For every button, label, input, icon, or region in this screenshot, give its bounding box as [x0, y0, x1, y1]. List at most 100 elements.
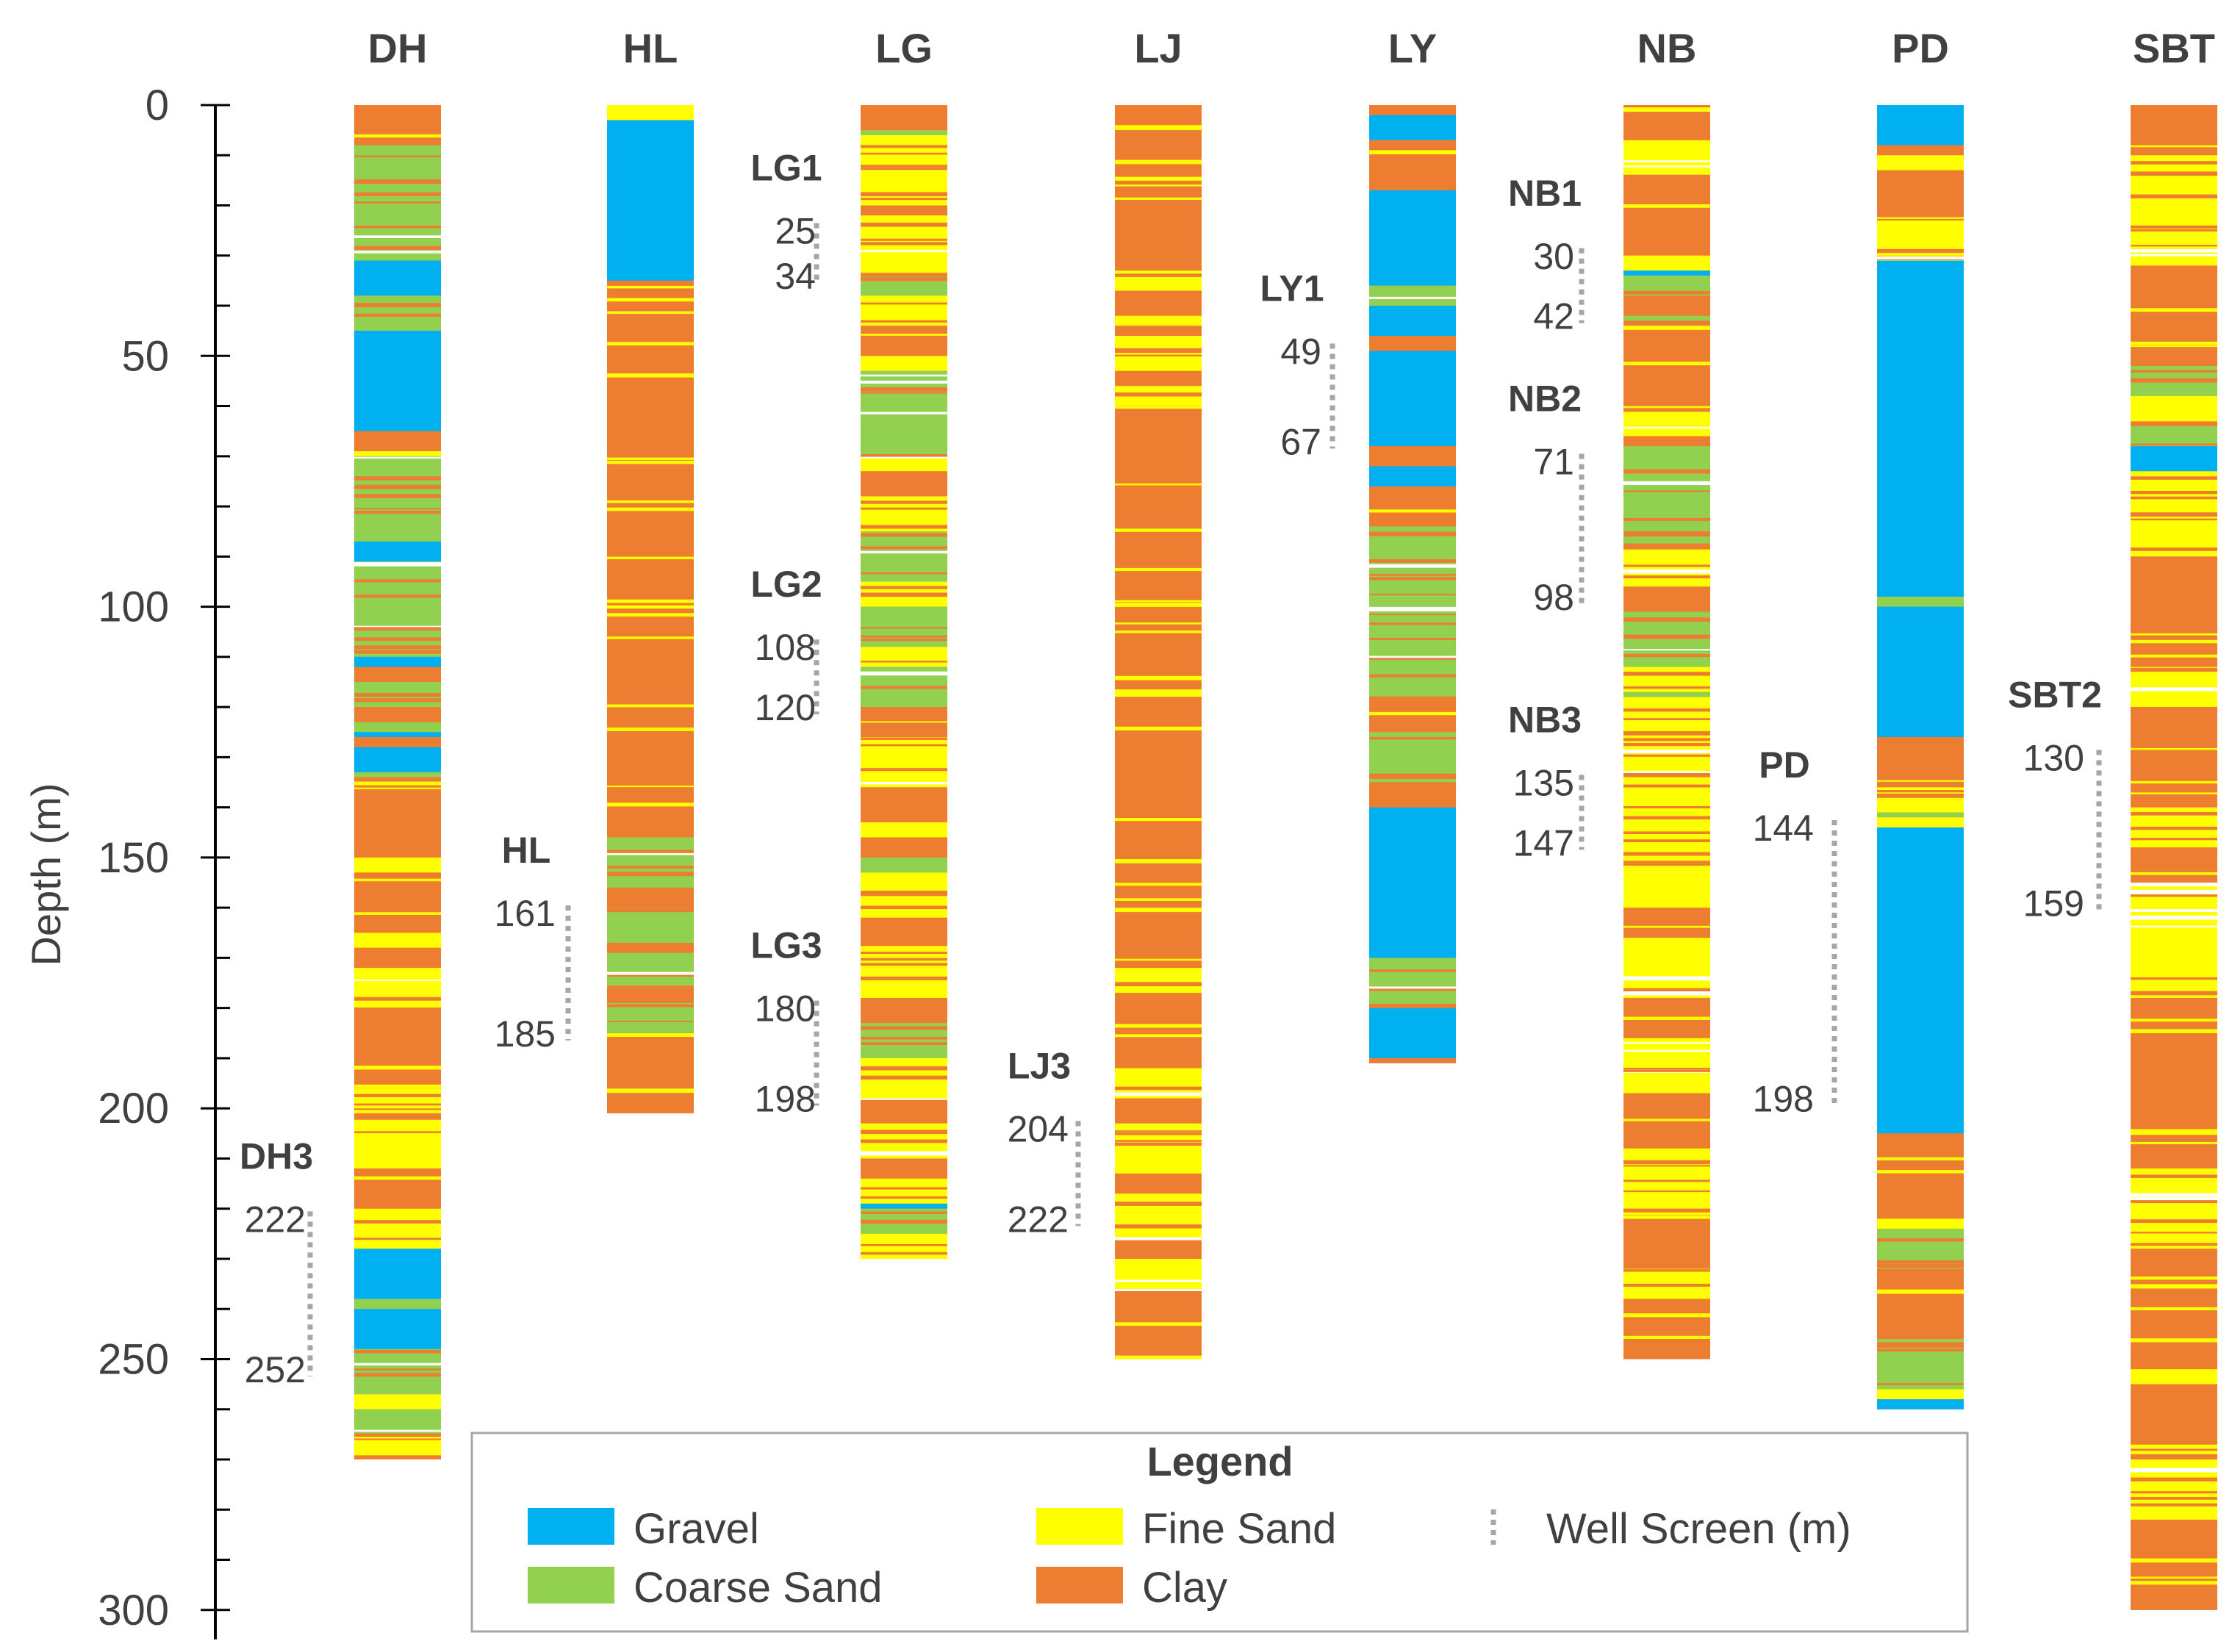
- layer-fine-sand: [1623, 255, 1710, 271]
- y-axis-label: Depth (m): [23, 783, 69, 966]
- interbed-stripe: [2131, 1141, 2217, 1145]
- well-name: HL: [623, 25, 678, 71]
- interbed-stripe: [1115, 1288, 1202, 1291]
- layer-clay: [2131, 998, 2217, 1169]
- layer-gravel: [354, 260, 441, 296]
- interbed-stripe: [2131, 1232, 2217, 1234]
- interbed-stripe: [1623, 1160, 1710, 1164]
- interbed-stripe: [1115, 354, 1202, 357]
- interbed-stripe: [2131, 491, 2217, 495]
- layer-clay: [607, 988, 694, 1003]
- interbed-stripe: [607, 1004, 694, 1008]
- layer-clay: [861, 998, 947, 1024]
- screen-bottom-depth: 34: [775, 256, 816, 297]
- interbed-stripe: [1623, 672, 1710, 676]
- interbed-stripe: [1369, 559, 1456, 563]
- interbed-stripe: [1115, 1279, 1202, 1282]
- interbed-stripe: [354, 1350, 441, 1354]
- interbed-stripe: [2131, 909, 2217, 912]
- layer-clay: [354, 947, 441, 969]
- layer-fine-sand: [354, 968, 441, 1008]
- interbed-stripe: [861, 963, 947, 966]
- screen-bottom-depth: 198: [755, 1079, 816, 1120]
- interbed-stripe: [861, 250, 947, 253]
- interbed-stripe: [1115, 600, 1202, 603]
- interbed-stripe: [607, 1088, 694, 1093]
- interbed-stripe: [1623, 469, 1710, 472]
- layer-clay: [354, 872, 441, 933]
- interbed-stripe: [861, 1151, 947, 1156]
- layer-fine-sand: [861, 822, 947, 838]
- legend-item-well-screen-m-: Well Screen (m): [1490, 1505, 1851, 1553]
- interbed-stripe: [607, 872, 694, 877]
- interbed-stripe: [2131, 827, 2217, 830]
- interbed-stripe: [861, 1187, 947, 1190]
- layer-fine-sand: [1877, 1218, 1964, 1229]
- layer-coarse-sand: [354, 456, 441, 542]
- interbed-stripe: [2131, 654, 2217, 658]
- layer-clay: [2131, 105, 2217, 156]
- interbed-stripe: [354, 1116, 441, 1120]
- legend-swatch: [1036, 1508, 1123, 1545]
- legend-label: Well Screen (m): [1546, 1505, 1851, 1553]
- interbed-stripe: [861, 152, 947, 155]
- layer-fine-sand: [1115, 968, 1202, 994]
- well-column-dh: DH: [354, 25, 441, 1460]
- layer-gravel: [1877, 606, 1964, 738]
- interbed-stripe: [354, 1221, 441, 1224]
- interbed-stripe: [1115, 958, 1202, 961]
- y-tick-label: 0: [146, 82, 169, 129]
- interbed-stripe: [1369, 773, 1456, 778]
- interbed-stripe: [1623, 1283, 1710, 1287]
- layer-clay: [861, 205, 947, 216]
- interbed-stripe: [1623, 784, 1710, 788]
- screen-bottom-depth: 159: [2023, 883, 2084, 924]
- interbed-stripe: [1623, 731, 1710, 736]
- interbed-stripe: [861, 550, 947, 554]
- interbed-stripe: [607, 311, 694, 315]
- interbed-stripe: [2131, 171, 2217, 176]
- interbed-stripe: [354, 595, 441, 598]
- interbed-stripe: [2131, 1243, 2217, 1246]
- interbed-stripe: [2131, 915, 2217, 920]
- legend-swatch: [1036, 1567, 1123, 1603]
- interbed-stripe: [861, 277, 947, 281]
- layer-clay: [1369, 335, 1456, 351]
- layer-fine-sand: [354, 1208, 441, 1249]
- layer-coarse-sand: [1623, 315, 1710, 321]
- layer-clay: [1115, 326, 1202, 336]
- layer-fine-sand: [1623, 1038, 1710, 1093]
- interbed-stripe: [861, 500, 947, 504]
- interbed-stripe: [1623, 204, 1710, 207]
- interbed-stripe: [1115, 603, 1202, 607]
- interbed-stripe: [607, 974, 694, 977]
- interbed-stripe: [2131, 747, 2217, 750]
- interbed-stripe: [354, 1084, 441, 1088]
- layer-coarse-sand: [354, 1348, 441, 1395]
- interbed-stripe: [354, 627, 441, 631]
- legend-item-clay: Clay: [1036, 1564, 1227, 1612]
- interbed-stripe: [861, 1139, 947, 1143]
- interbed-stripe: [861, 334, 947, 336]
- layer-fine-sand: [1623, 1148, 1710, 1209]
- interbed-stripe: [2131, 687, 2217, 692]
- layer-coarse-sand: [1623, 692, 1710, 697]
- layer-clay: [354, 737, 441, 747]
- interbed-stripe: [2131, 633, 2217, 636]
- legend-item-fine-sand: Fine Sand: [1036, 1505, 1336, 1553]
- interbed-stripe: [861, 380, 947, 384]
- interbed-stripe: [1623, 649, 1710, 651]
- interbed-stripe: [1115, 392, 1202, 397]
- interbed-stripe: [1115, 622, 1202, 625]
- interbed-stripe: [1623, 771, 1710, 775]
- layer-gravel: [1369, 190, 1456, 286]
- interbed-stripe: [1623, 1068, 1710, 1070]
- interbed-stripe: [861, 905, 947, 908]
- interbed-stripe: [2131, 838, 2217, 841]
- layer-clay: [1115, 105, 1202, 126]
- interbed-stripe: [2131, 792, 2217, 794]
- interbed-stripe: [2131, 421, 2217, 426]
- screen-label: PD: [1759, 744, 1809, 786]
- interbed-stripe: [354, 251, 441, 254]
- layer-clay: [1115, 130, 1202, 271]
